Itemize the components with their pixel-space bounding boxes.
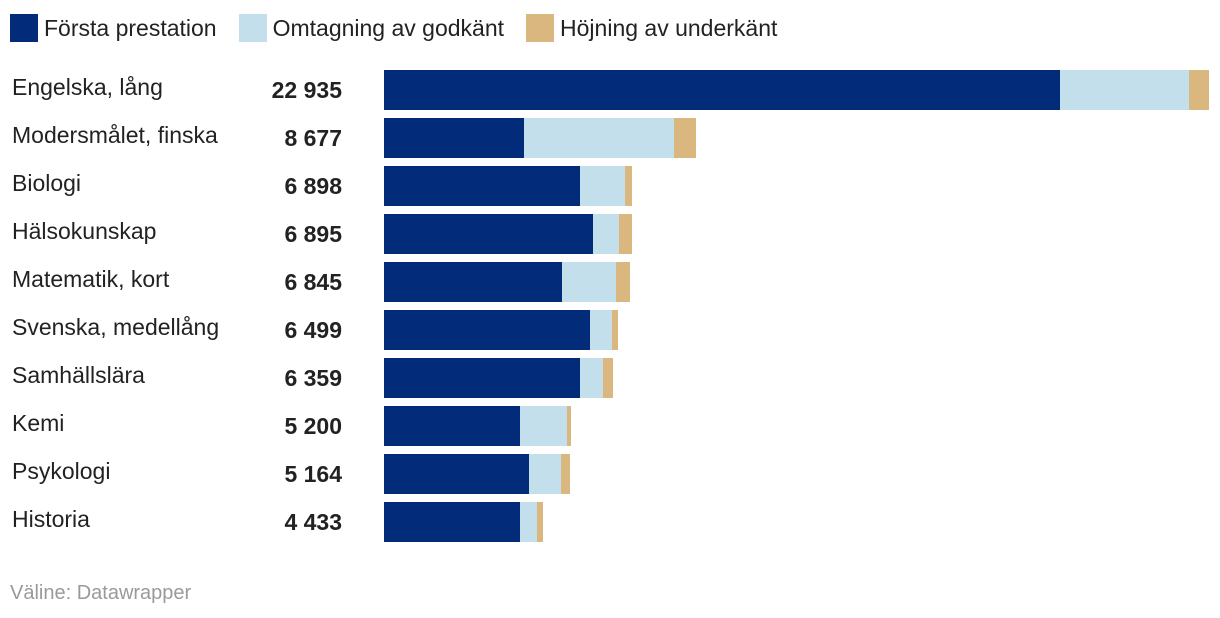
bar-segment-2 — [593, 214, 619, 254]
total-label: 4 433 — [284, 509, 342, 535]
bar-segment-3 — [611, 310, 618, 350]
total-label: 6 898 — [284, 173, 342, 199]
bar-track — [384, 454, 1209, 494]
bar-segment-3 — [1189, 70, 1209, 110]
total-label: 6 359 — [284, 365, 342, 391]
bar-row: Hälsokunskap 6 895 — [0, 214, 1220, 262]
total-label: 22 935 — [271, 77, 342, 103]
legend-label: Omtagning av godkänt — [272, 14, 505, 41]
bar-track — [384, 358, 1209, 398]
bar-segment-3 — [561, 454, 570, 494]
bar-segment-2 — [1060, 70, 1190, 110]
bar-segment-2 — [529, 454, 562, 494]
bar-segment-3 — [618, 214, 633, 254]
category-label: Kemi — [12, 410, 65, 436]
bar-track — [384, 166, 1209, 206]
legend-label: Höjning av underkänt — [560, 14, 778, 41]
bar-row: Psykologi 5 164 — [0, 454, 1220, 502]
bar-segment-2 — [579, 166, 626, 206]
bar-row: Matematik, kort 6 845 — [0, 262, 1220, 310]
total-label: 8 677 — [284, 125, 342, 151]
bar-track — [384, 118, 1209, 158]
legend-swatch — [526, 14, 555, 42]
total-label: 6 845 — [284, 269, 342, 295]
category-label: Svenska, medellång — [12, 314, 220, 340]
category-label: Hälsokunskap — [12, 218, 157, 244]
total-label: 5 164 — [284, 461, 342, 487]
bar-row: Historia 4 433 — [0, 502, 1220, 550]
bar-segment-2 — [524, 118, 674, 158]
category-label: Samhällslära — [12, 362, 145, 388]
bar-segment-3 — [603, 358, 613, 398]
category-label: Modersmålet, finska — [12, 122, 218, 148]
legend-item: Omtagning av godkänt — [238, 14, 505, 42]
bar-segment-1 — [384, 70, 1061, 110]
bar-row: Modersmålet, finska 8 677 — [0, 118, 1220, 166]
bar-segment-1 — [384, 502, 520, 542]
legend-swatch — [10, 14, 38, 42]
bar-track — [384, 70, 1209, 110]
bar-segment-3 — [566, 406, 572, 446]
total-label: 5 200 — [284, 413, 342, 439]
legend: Första prestation Omtagning av godkänt Höj… — [10, 12, 799, 44]
total-label: 6 499 — [284, 317, 342, 343]
bar-row: Engelska, lång 22 935 — [0, 70, 1220, 118]
bar-segment-2 — [561, 262, 617, 302]
category-label: Matematik, kort — [12, 266, 170, 292]
bar-track — [384, 214, 1209, 254]
bar-segment-1 — [384, 118, 525, 158]
bar-track — [384, 406, 1209, 446]
bar-segment-1 — [384, 358, 580, 398]
legend-swatch — [238, 14, 267, 42]
bar-segment-2 — [589, 310, 612, 350]
bar-segment-1 — [384, 406, 520, 446]
source-footer: Väline: Datawrapper — [10, 582, 192, 604]
bar-track — [384, 310, 1209, 350]
bar-segment-1 — [384, 310, 590, 350]
bar-segment-2 — [519, 406, 567, 446]
legend-label: Första prestation — [44, 14, 217, 41]
bar-track — [384, 502, 1209, 542]
bar-row: Kemi 5 200 — [0, 406, 1220, 454]
bar-row: Svenska, medellång 6 499 — [0, 310, 1220, 358]
legend-item: Första prestation — [10, 14, 217, 42]
bar-segment-3 — [625, 166, 633, 206]
category-label: Engelska, lång — [12, 74, 163, 100]
category-label: Psykologi — [12, 458, 111, 484]
total-label: 6 895 — [284, 221, 342, 247]
bar-segment-3 — [673, 118, 697, 158]
legend-item: Höjning av underkänt — [526, 14, 777, 42]
bar-row: Biologi 6 898 — [0, 166, 1220, 214]
category-label: Biologi — [12, 170, 82, 196]
bar-segment-3 — [537, 502, 544, 542]
category-label: Historia — [12, 506, 90, 532]
bar-segment-2 — [519, 502, 538, 542]
bar-segment-1 — [384, 454, 530, 494]
bar-segment-1 — [384, 166, 580, 206]
bar-segment-1 — [384, 214, 594, 254]
bar-track — [384, 262, 1209, 302]
bar-segment-3 — [616, 262, 631, 302]
bar-row: Samhällslära 6 359 — [0, 358, 1220, 406]
bar-segment-1 — [384, 262, 562, 302]
bar-segment-2 — [579, 358, 604, 398]
